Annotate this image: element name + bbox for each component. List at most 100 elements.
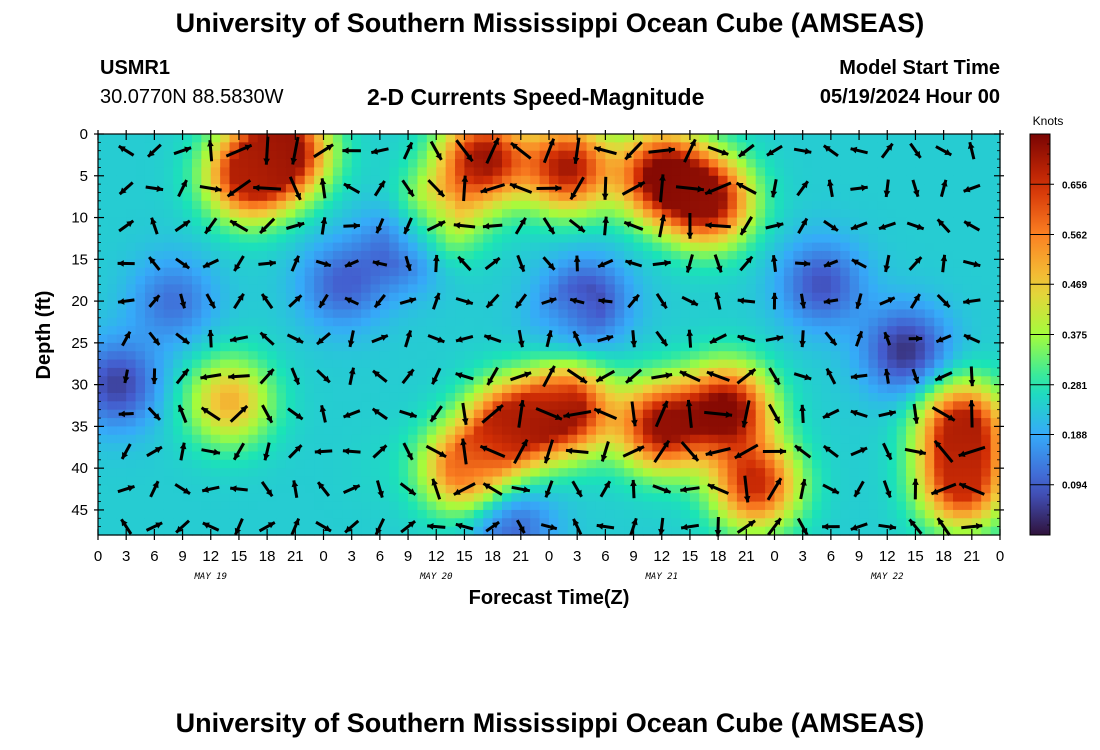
heatmap-cell (304, 443, 315, 453)
heatmap-cell (934, 150, 945, 160)
heatmap-cell (934, 392, 945, 402)
heatmap-cell (614, 175, 625, 185)
heatmap-cell (220, 309, 231, 319)
heatmap-cell (718, 426, 729, 436)
heatmap-cell (417, 259, 428, 269)
heatmap-cell (361, 159, 372, 169)
heatmap-cell (502, 359, 513, 369)
heatmap-cell (332, 409, 343, 419)
heatmap-cell (718, 292, 729, 302)
heatmap-cell (154, 284, 165, 294)
heatmap-cell (661, 468, 672, 478)
heatmap-cell (314, 476, 325, 486)
heatmap-cell (342, 317, 353, 327)
heatmap-cell (567, 434, 578, 444)
heatmap-cell (314, 175, 325, 185)
heatmap-cell (492, 225, 503, 235)
heatmap-cell (633, 309, 644, 319)
current-arrow (461, 175, 469, 202)
heatmap-cell (107, 409, 118, 419)
heatmap-cell (915, 301, 926, 311)
heatmap-cell (417, 225, 428, 235)
current-arrow (375, 480, 384, 499)
heatmap-cell (520, 501, 531, 511)
heatmap-cell (774, 175, 785, 185)
heatmap-cell (173, 484, 184, 494)
heatmap-cell (953, 134, 964, 143)
heatmap-cell (577, 167, 588, 177)
current-arrow (652, 484, 672, 494)
heatmap-cell (765, 242, 776, 252)
heatmap-cell (558, 175, 569, 185)
y-tick-label: 5 (80, 168, 88, 185)
heatmap-cell (135, 142, 146, 152)
heatmap-cell (126, 334, 137, 344)
heatmap-cell (408, 459, 419, 469)
heatmap-cell (229, 192, 240, 202)
heatmap-cell (962, 384, 973, 394)
heatmap-cell (389, 342, 400, 352)
heatmap-cell (793, 225, 804, 235)
heatmap-cell (549, 526, 559, 536)
heatmap-cell (736, 309, 747, 319)
heatmap-cell (661, 192, 672, 202)
heatmap-cell (389, 384, 400, 394)
current-arrow (935, 145, 953, 157)
heatmap-cell (98, 167, 108, 177)
heatmap-cell (201, 167, 212, 177)
heatmap-cell (699, 209, 710, 219)
heatmap-cell (361, 493, 372, 503)
heatmap-cell (887, 309, 898, 319)
heatmap-cell (417, 434, 428, 444)
heatmap-cell (990, 217, 1001, 227)
heatmap-cell (642, 359, 653, 369)
heatmap-cell (182, 175, 193, 185)
heatmap-cell (652, 459, 663, 469)
heatmap-cell (915, 493, 926, 503)
heatmap-cell (981, 434, 992, 444)
heatmap-cell (765, 301, 776, 311)
heatmap-cell (342, 301, 353, 311)
heatmap-cell (276, 409, 287, 419)
heatmap-cell (567, 451, 578, 461)
heatmap-cell (567, 167, 578, 177)
heatmap-cell (520, 518, 531, 528)
current-arrow (855, 293, 863, 310)
heatmap-cell (595, 518, 606, 528)
heatmap-cell (182, 426, 193, 436)
heatmap-cell (191, 484, 202, 494)
heatmap-cell (859, 376, 870, 386)
current-arrow (517, 329, 525, 348)
heatmap-cell (953, 184, 964, 194)
heatmap-cell (727, 284, 738, 294)
heatmap-cell (605, 359, 616, 369)
heatmap-cell (962, 501, 973, 511)
heatmap-cell (173, 451, 184, 461)
heatmap-cell (436, 259, 447, 269)
heatmap-cell (558, 418, 569, 427)
heatmap-cell (163, 367, 174, 377)
heatmap-cell (379, 401, 390, 411)
heatmap-cell (727, 317, 738, 327)
heatmap-cell (689, 493, 700, 503)
heatmap-cell (135, 434, 146, 444)
heatmap-cell (924, 217, 935, 227)
heatmap-cell (567, 242, 578, 252)
heatmap-cell (821, 167, 832, 177)
heatmap-cell (962, 209, 973, 219)
current-arrow (627, 293, 640, 309)
heatmap-cell (934, 317, 945, 327)
heatmap-cell (502, 326, 513, 336)
heatmap-cell (642, 150, 653, 160)
heatmap-cell (530, 451, 541, 461)
heatmap-cell (718, 501, 729, 511)
heatmap-cell (323, 134, 334, 143)
heatmap-cell (520, 259, 531, 269)
current-arrow (593, 407, 618, 420)
heatmap-cell (398, 284, 409, 294)
heatmap-cell (990, 284, 1001, 294)
heatmap-cell (389, 401, 400, 411)
heatmap-cell (520, 476, 531, 486)
heatmap-cell (361, 192, 372, 202)
heatmap-cell (116, 175, 127, 185)
